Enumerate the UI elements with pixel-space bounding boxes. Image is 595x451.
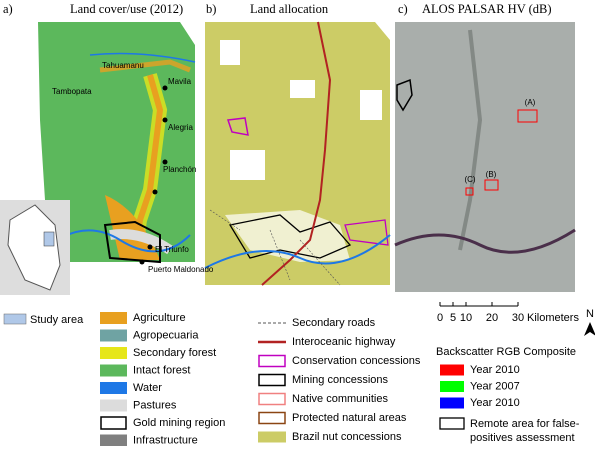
panel-label: a) (3, 2, 13, 16)
legend-swatch (100, 347, 127, 359)
place-label: Mavila (168, 77, 192, 86)
scale-label: 10 (460, 312, 472, 324)
legend-swatch (258, 431, 286, 443)
scale-label: 0 (437, 312, 443, 324)
legend-title: Backscatter RGB Composite (436, 346, 576, 358)
scale-label: 5 (450, 312, 456, 324)
legend-label: Conservation concessions (292, 355, 421, 367)
legend-label: Pastures (133, 399, 177, 411)
scale-unit: Kilometers (527, 312, 579, 324)
legend-label: Study area (30, 314, 84, 326)
place-label: El Triunfo (155, 245, 189, 254)
legend-swatch (100, 416, 127, 430)
scale-label: 20 (486, 312, 498, 324)
legend-label: positives assessment (470, 432, 575, 444)
legend-label: Native communities (292, 393, 388, 405)
place-label: Puerto Maldonado (148, 265, 214, 274)
site-label: (C) (464, 175, 475, 184)
legend-swatch (258, 392, 286, 406)
legend-swatch (440, 364, 464, 376)
legend-label: Agriculture (133, 312, 186, 324)
legend-label: Interoceanic highway (292, 336, 396, 348)
place-label: Tambopata (52, 87, 92, 96)
panel-label: c) (398, 2, 408, 16)
legend-label: Agropecuaria (133, 329, 199, 341)
legend-label: Year 2010 (470, 397, 520, 409)
legend-label: Water (133, 382, 162, 394)
legend-label: Mining concessions (292, 374, 388, 386)
legend-label: Remote area for false- (470, 418, 580, 430)
legend-swatch (258, 373, 286, 387)
legend-label: Year 2010 (470, 364, 520, 376)
place-label: Tahuamanu (102, 61, 144, 70)
legend-label: Protected natural areas (292, 412, 407, 424)
legend-swatch (100, 364, 127, 377)
map-a (37, 22, 196, 265)
site-label: (B) (486, 170, 497, 179)
legend-label: Secondary forest (133, 347, 216, 359)
legend-swatch (100, 399, 127, 412)
legend-label: Infrastructure (133, 434, 198, 446)
panel-title: ALOS PALSAR HV (dB) (422, 2, 552, 16)
legend-swatch (100, 329, 127, 342)
panel-title: Land cover/use (2012) (70, 2, 183, 16)
legend-swatch (440, 381, 464, 392)
panel-label: b) (206, 2, 216, 16)
panel-title: Land allocation (250, 2, 329, 16)
legend-label: Brazil nut concessions (292, 431, 402, 443)
site-label: (A) (525, 98, 536, 107)
north-label: N (586, 308, 594, 320)
legend-swatch (440, 397, 464, 409)
place-label: Alegria (168, 123, 193, 132)
legend-swatch (100, 434, 127, 447)
legend-label: Year 2007 (470, 380, 520, 392)
legend-label: Gold mining region (133, 417, 225, 429)
legend-swatch (258, 354, 286, 368)
map-b (204, 21, 391, 286)
legend-swatch (439, 417, 465, 430)
scale-label: 30 (512, 312, 524, 324)
legend-label: Secondary roads (292, 317, 376, 329)
north-arrow (584, 322, 595, 336)
legend-swatch (100, 382, 127, 394)
map-c (394, 22, 576, 292)
legend-label: Intact forest (133, 364, 190, 376)
legend-swatch (100, 312, 127, 324)
legend-swatch (258, 411, 286, 425)
place-label: Planchón (163, 165, 196, 174)
inset-map (0, 200, 70, 325)
